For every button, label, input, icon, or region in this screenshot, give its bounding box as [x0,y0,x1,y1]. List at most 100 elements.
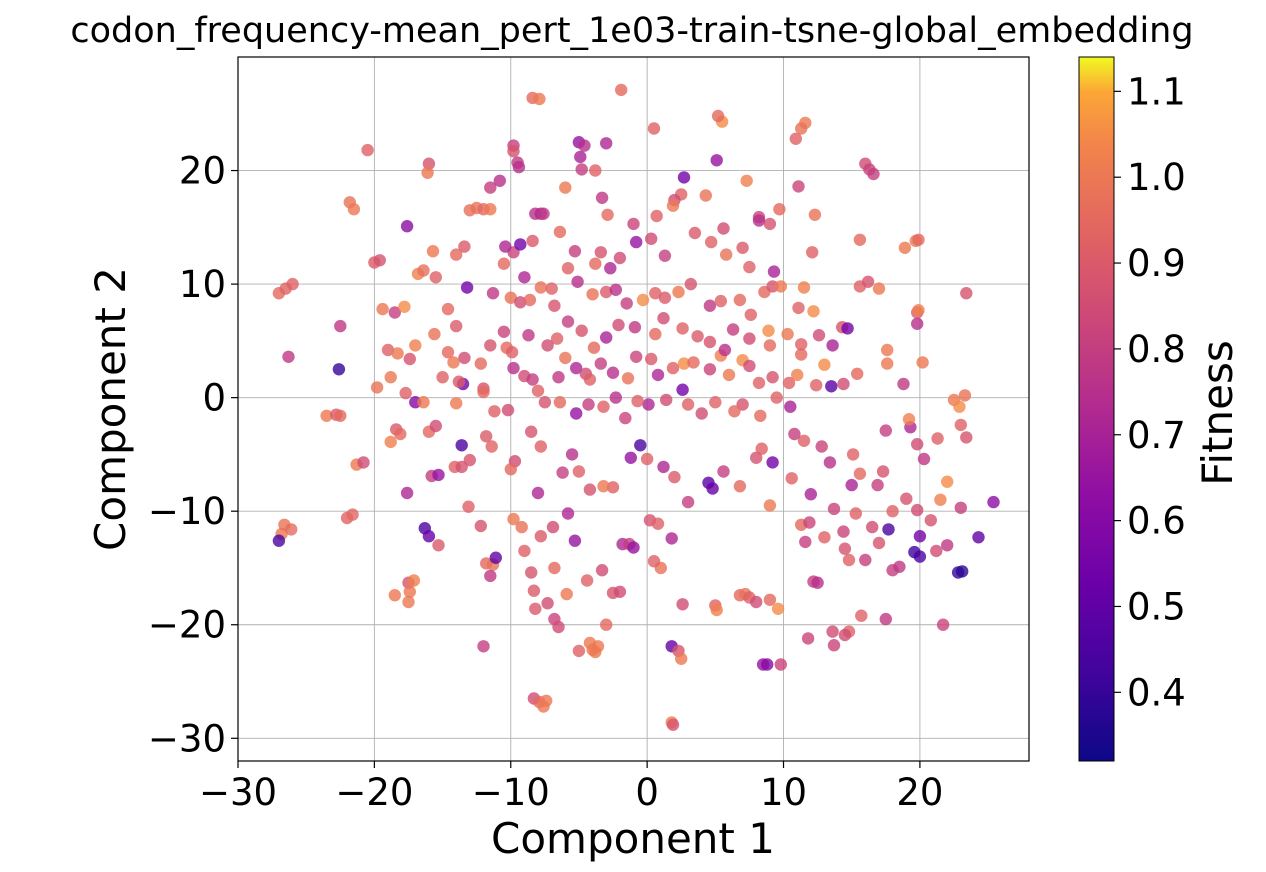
scatter-point [595,564,609,577]
scatter-point [771,602,785,615]
scatter-point [837,377,850,391]
scatter-point [733,480,747,493]
scatter-point [463,453,476,467]
scatter-point [621,372,635,385]
scatter-point [381,343,395,357]
scatter-point [357,456,370,469]
scatter-point [941,539,954,552]
scatter-point [872,536,886,550]
scatter-point [634,439,647,452]
colorbar-label: Fitness [1193,340,1242,485]
scatter-point [458,351,471,365]
scatter-point [657,312,670,325]
scatter-point [726,323,740,336]
scatter-point [286,277,299,291]
scatter-point [400,220,414,233]
scatter-point [766,371,779,384]
scatter-point [866,520,879,534]
scatter-point [882,523,895,536]
colorbar-tick-label: 0.6 [1127,500,1186,543]
scatter-point [426,245,440,258]
chart-title: codon_frequency-mean_pert_1e03-train-tsn… [70,11,1193,51]
scatter-point [546,520,560,534]
scatter-point [687,356,700,369]
colorbar-tick-label: 1.0 [1127,156,1186,199]
colorbar [1078,56,1115,762]
scatter-point [499,240,512,253]
scatter-point [407,574,421,587]
scatter-point [900,492,913,505]
scatter-point [515,520,528,534]
scatter-point [792,301,805,315]
scatter-point [417,264,430,277]
scatter-point [647,555,661,568]
scatter-point [370,381,384,394]
scatter-point [838,542,852,555]
scatter-point [718,343,732,357]
scatter-point [619,411,632,425]
scatter-point [658,291,672,304]
scatter-point [851,367,864,380]
scatter-point [987,495,1000,509]
scatter-point [485,440,498,453]
scatter-point [460,281,474,294]
scatter-point [347,203,361,216]
scatter-point [931,432,944,445]
scatter-point [792,180,805,193]
scatter-point [953,400,966,413]
scatter-point [514,296,527,309]
scatter-point [956,565,969,578]
scatter-point [912,233,925,246]
scatter-point [484,181,497,194]
scatter-point [600,618,613,631]
colorbar-tick-label: 0.7 [1127,414,1186,457]
scatter-point [911,438,924,451]
scatter-point [657,460,670,474]
scatter-point [897,377,910,391]
scatter-point [589,164,602,177]
scatter-point [601,208,614,221]
scatter-point [743,332,756,345]
scatter-point [399,386,412,400]
scatter-point [676,598,689,611]
scatter-point [450,248,463,261]
scatter-point [409,339,422,352]
scatter-point [376,302,389,316]
scatter-point [627,541,640,554]
scatter-point [647,122,661,135]
scatter-point [767,265,781,278]
scatter-point [972,531,985,544]
scatter-point [594,357,607,370]
scatter-point [763,339,777,352]
x-tick-label: 0 [635,771,659,814]
scatter-point [450,319,463,333]
scatter-point [808,208,822,221]
scatter-point [676,322,689,335]
scatter-point [720,248,733,261]
scatter-point [493,174,506,187]
scatter-point [872,282,886,295]
scatter-point [606,366,620,379]
scatter-point [911,317,924,330]
scatter-point [550,332,564,345]
scatter-point [575,163,588,176]
grid-lines [237,57,1029,761]
scatter-point [574,150,587,164]
scatter-point [553,225,567,239]
scatter-point [518,271,531,284]
scatter-point [540,694,553,707]
scatter-point [613,585,627,598]
scatter-point [781,327,794,341]
scatter-point [845,478,858,492]
scatter-point [743,260,756,274]
scatter-point [402,595,415,609]
scatter-point [422,530,436,543]
scatter-point [561,507,575,520]
scatter-point [533,92,546,106]
scatter-point [522,329,535,342]
scatter-point [807,305,820,318]
scatter-point [791,368,804,382]
scatter-point [636,293,650,307]
scatter-point [628,321,642,334]
scatter-point [595,191,609,204]
